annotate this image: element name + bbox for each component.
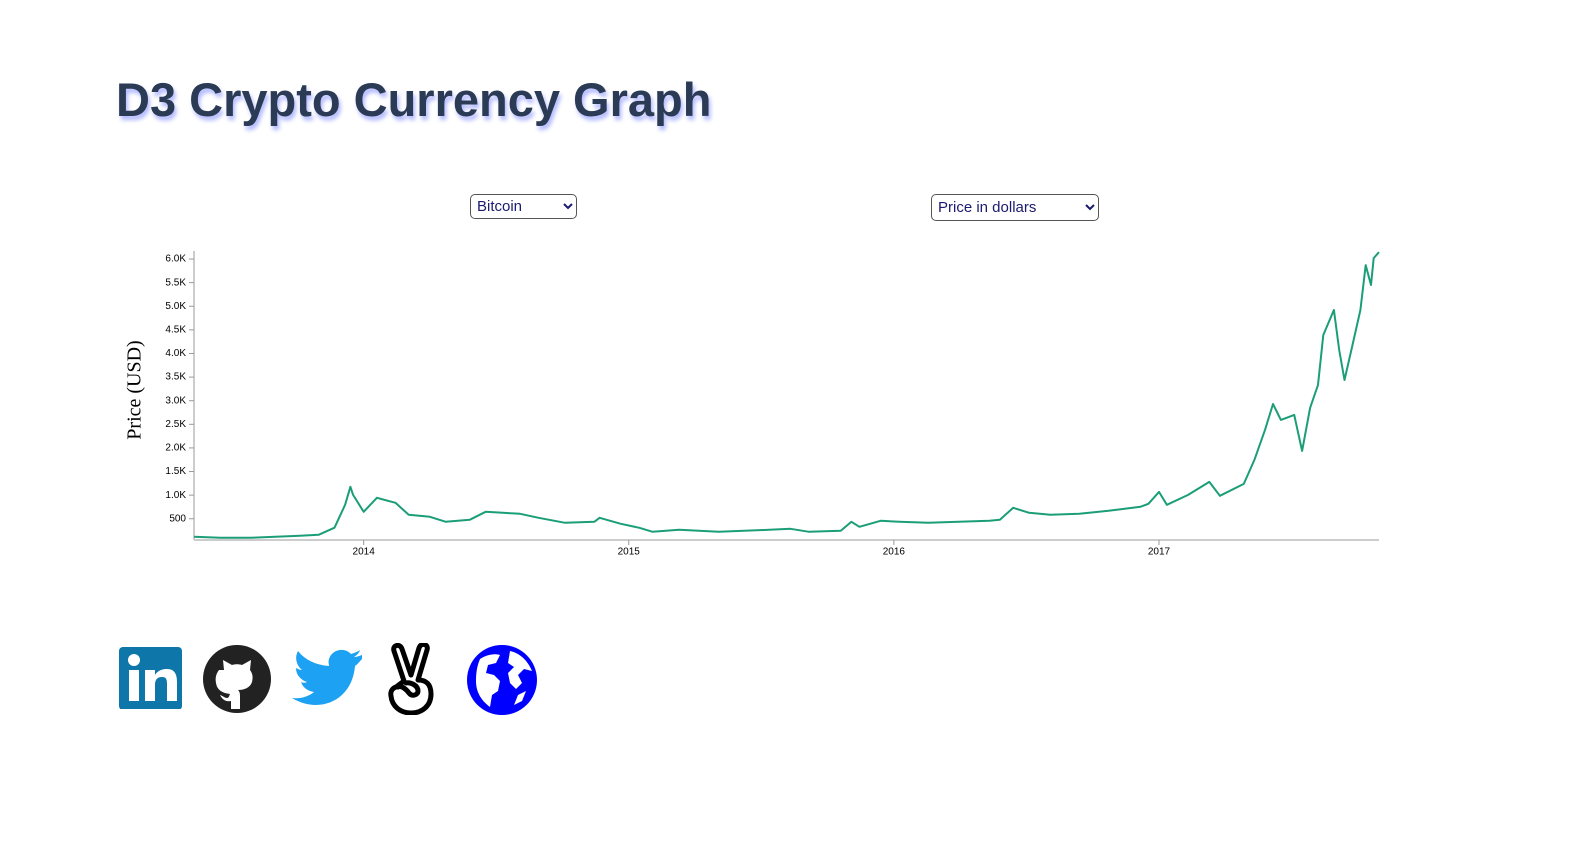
twitter-icon[interactable]	[292, 649, 364, 711]
x-tick-label: 2014	[353, 547, 376, 558]
x-tick-label: 2015	[618, 547, 641, 558]
y-tick-label: 3.0K	[165, 395, 186, 406]
currency-select[interactable]: Bitcoin	[470, 194, 577, 219]
price-line	[193, 251, 1380, 539]
y-tick-label: 2.0K	[165, 443, 186, 454]
page-title: D3 Crypto Currency Graph	[116, 73, 712, 126]
x-tick-label: 2017	[1148, 547, 1171, 558]
y-tick-label: 5.5K	[165, 277, 186, 288]
y-tick-label: 1.0K	[165, 490, 186, 501]
x-tick-label: 2016	[883, 547, 906, 558]
chart: Price (USD) 500 1.0K 1.5K 2.0K 2.5K 3.0K 3.5K 4…	[124, 251, 1380, 558]
website-icon[interactable]	[466, 643, 538, 715]
y-axis-label: Price (USD)	[124, 340, 146, 439]
y-tick-label: 5.0K	[165, 301, 186, 312]
y-tick-label: 4.0K	[165, 348, 186, 359]
y-tick-label: 2.5K	[165, 419, 186, 430]
y-tick-label: 6.0K	[165, 254, 186, 265]
y-tick-label: 1.5K	[165, 466, 186, 477]
measure-select[interactable]: Price in dollars	[931, 194, 1099, 221]
linkedin-icon[interactable]	[118, 643, 184, 709]
y-tick-label: 3.5K	[165, 372, 186, 383]
y-tick-label: 500	[169, 513, 186, 524]
y-tick-label: 4.5K	[165, 325, 186, 336]
github-icon[interactable]	[202, 643, 272, 713]
angellist-icon[interactable]	[386, 643, 442, 715]
